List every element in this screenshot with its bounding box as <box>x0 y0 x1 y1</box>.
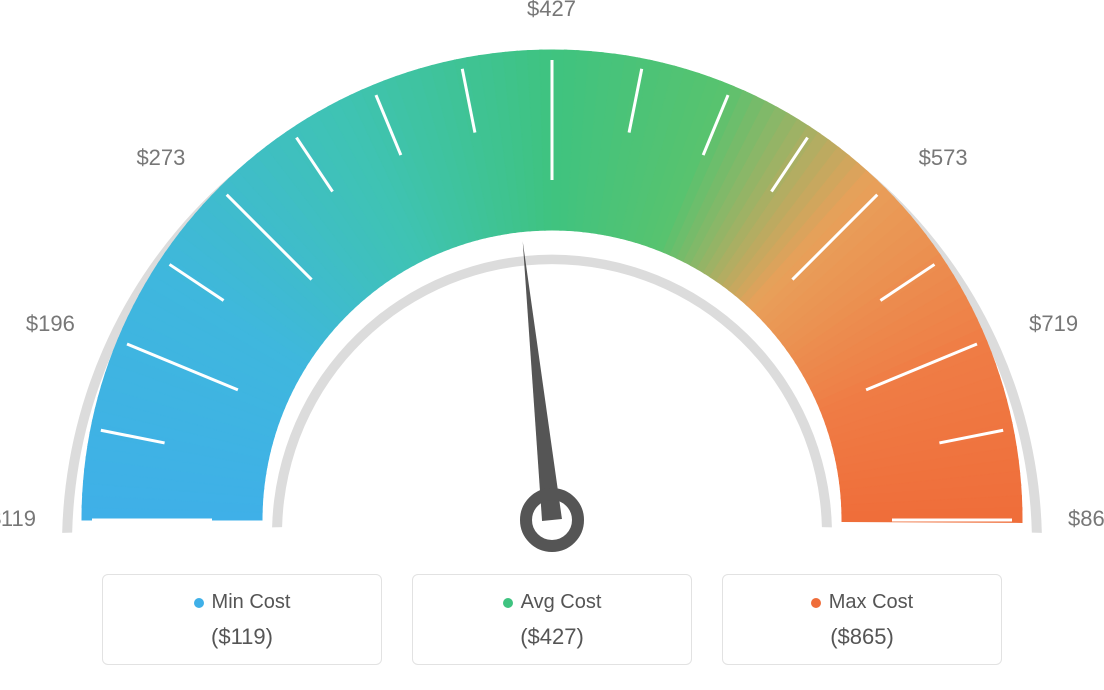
gauge-area: $119 $196 $273 $427 $573 $719 $865 <box>0 0 1104 560</box>
max-cost-card: Max Cost ($865) <box>722 574 1002 665</box>
gauge-tick-label: $865 <box>1068 506 1104 532</box>
legend-title: Max Cost <box>733 591 991 614</box>
legend-row: Min Cost ($119) Avg Cost ($427) Max Cost ($86… <box>0 574 1104 665</box>
gauge-needle <box>523 242 562 522</box>
legend-value: ($427) <box>423 624 681 650</box>
gauge-tick-label: $196 <box>26 311 75 337</box>
legend-label: Min Cost <box>212 591 291 614</box>
avg-cost-card: Avg Cost ($427) <box>412 574 692 665</box>
min-cost-card: Min Cost ($119) <box>102 574 382 665</box>
legend-title: Min Cost <box>113 591 371 614</box>
gauge-tick-label: $273 <box>136 145 185 171</box>
legend-dot-icon <box>811 598 821 608</box>
legend-label: Avg Cost <box>521 591 602 614</box>
legend-value: ($119) <box>113 624 371 650</box>
legend-title: Avg Cost <box>423 591 681 614</box>
gauge-tick-label: $427 <box>527 0 576 22</box>
gauge-chart-container: $119 $196 $273 $427 $573 $719 $865 Min Cost ($1… <box>0 0 1104 690</box>
legend-label: Max Cost <box>829 591 913 614</box>
gauge-tick-label: $119 <box>0 506 36 532</box>
legend-dot-icon <box>194 598 204 608</box>
gauge-tick-label: $573 <box>919 145 968 171</box>
legend-dot-icon <box>503 598 513 608</box>
gauge-tick-label: $719 <box>1029 311 1078 337</box>
legend-value: ($865) <box>733 624 991 650</box>
gauge-svg <box>52 30 1052 570</box>
